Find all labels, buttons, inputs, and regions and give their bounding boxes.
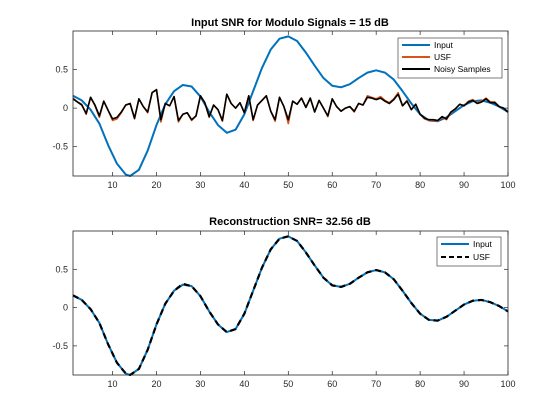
x-tick-label: 70 [371, 180, 381, 190]
series-line-noisy-samples-top [72, 88, 509, 122]
legend-label-usf-top: USF [434, 52, 451, 62]
x-tick-label: 80 [415, 180, 425, 190]
x-tick-label: 100 [500, 180, 515, 190]
subplot-bottom: Reconstruction SNR= 32.56 dB 10 20 30 40 50 6… [52, 216, 515, 389]
legend-label-usf-bottom: USF [473, 252, 490, 262]
x-tick-label: 80 [415, 379, 425, 389]
legend-bottom: Input USF [436, 236, 502, 267]
chart-title-bottom: Reconstruction SNR= 32.56 dB [209, 216, 371, 228]
x-tick-label: 40 [239, 180, 249, 190]
x-tick-label: 10 [108, 379, 118, 389]
series-group-top [72, 35, 509, 177]
series-line-usf-bottom [72, 235, 509, 377]
x-tick-label: 20 [151, 180, 161, 190]
legend-label-noisy-top: Noisy Samples [434, 64, 491, 74]
plot-area-bottom [73, 231, 508, 375]
legend-label-input-top: Input [434, 40, 454, 50]
x-tick-label: 10 [108, 180, 118, 190]
legend-top: Input USF Noisy Samples [397, 37, 503, 79]
x-tick-label: 70 [371, 379, 381, 389]
x-tick-label: 60 [327, 379, 337, 389]
subplot-top: Input SNR for Modulo Signals = 15 dB 10 2… [52, 17, 515, 190]
legend-box-bottom [436, 236, 502, 267]
x-tick-label: 100 [500, 379, 515, 389]
series-group-bottom [72, 235, 509, 377]
x-tick-label: 40 [239, 379, 249, 389]
x-tick-label: 20 [151, 379, 161, 389]
chart-title-top: Input SNR for Modulo Signals = 15 dB [191, 17, 389, 29]
axes-box-bottom [72, 230, 509, 376]
y-tick-label: -0.5 [52, 142, 68, 152]
y-tick-label: 0 [63, 103, 68, 113]
y-tick-label: -0.5 [52, 341, 68, 351]
x-tick-label: 60 [327, 180, 337, 190]
x-tick-label: 50 [283, 180, 293, 190]
y-tick-label: 0 [63, 303, 68, 313]
ticks-group-top: 10 20 30 40 50 60 70 80 90 100 -0.5 0 0.5 [52, 31, 516, 190]
legend-label-input-bottom: Input [473, 239, 493, 249]
x-tick-label: 90 [459, 180, 469, 190]
y-tick-label: 0.5 [55, 264, 68, 274]
x-tick-label: 30 [195, 180, 205, 190]
y-tick-label: 0.5 [55, 65, 68, 75]
x-tick-label: 90 [459, 379, 469, 389]
x-tick-label: 50 [283, 379, 293, 389]
x-tick-label: 30 [195, 379, 205, 389]
axes-box-top [72, 30, 509, 177]
